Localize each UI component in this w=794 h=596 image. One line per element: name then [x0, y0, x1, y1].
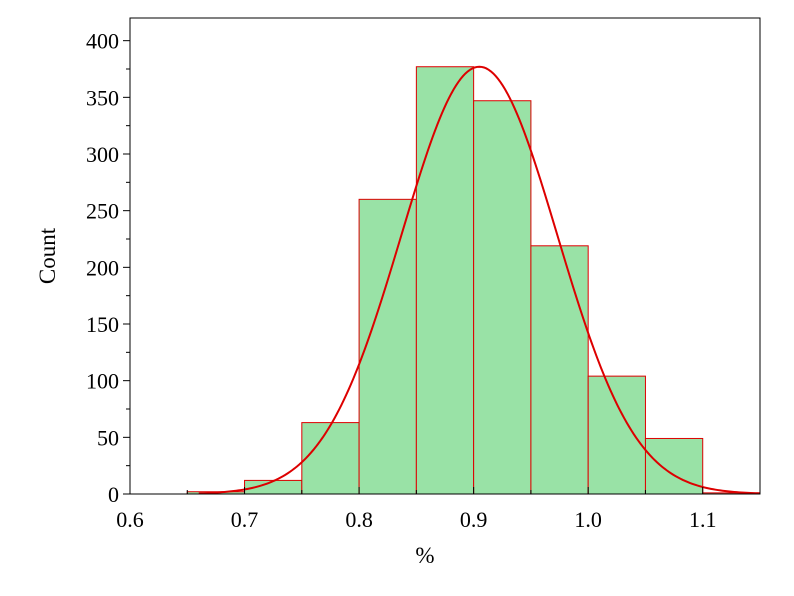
x-axis-title: % — [415, 543, 434, 568]
y-tick-label-6: 300 — [86, 142, 119, 167]
histogram-bar-5 — [415, 66, 475, 495]
x-tick-label-0: 0.6 — [116, 507, 144, 532]
histogram-bar-6 — [473, 100, 532, 495]
y-axis-title: Count — [35, 227, 60, 284]
bars-layer — [186, 66, 761, 495]
y-tick-label-1: 50 — [97, 425, 119, 450]
histogram-bar-8 — [587, 375, 646, 495]
y-tick-label-2: 100 — [86, 369, 119, 394]
histogram-bar-4 — [358, 198, 417, 495]
plot-frame — [129, 17, 761, 495]
normal-fit-curve — [198, 65, 761, 495]
y-tick-label-8: 400 — [86, 29, 119, 54]
y-tick-label-5: 250 — [86, 199, 119, 224]
x-tick-label-3: 0.9 — [460, 507, 488, 532]
y-tick-label-0: 0 — [108, 482, 119, 507]
y-tick-label-7: 350 — [86, 85, 119, 110]
y-tick-label-3: 150 — [86, 312, 119, 337]
x-tick-label-4: 1.0 — [574, 507, 602, 532]
histogram-bar-3 — [301, 422, 360, 495]
x-tick-label-5: 1.1 — [689, 507, 717, 532]
histogram-bar-9 — [644, 437, 704, 495]
x-tick-label-1: 0.7 — [231, 507, 259, 532]
x-tick-label-2: 0.8 — [345, 507, 373, 532]
y-axis: 0 50 100 150 200 250 300 350 400 — [86, 29, 130, 507]
histogram-bar-7 — [530, 245, 589, 495]
x-axis: 0.6 0.7 0.8 0.9 1.0 1.1 — [116, 487, 716, 532]
y-tick-label-4: 200 — [86, 255, 119, 280]
